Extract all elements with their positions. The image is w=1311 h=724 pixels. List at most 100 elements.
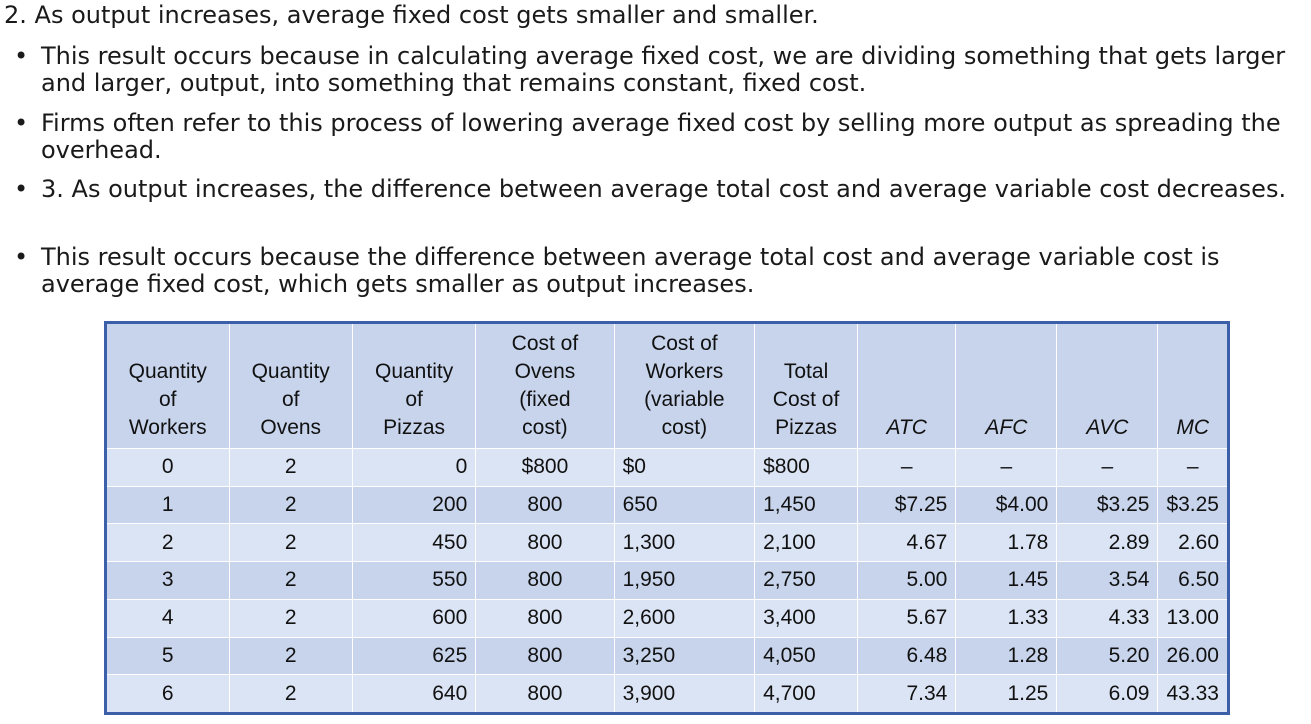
column-header-line: AVC <box>1086 416 1129 439</box>
table-cell-avc: 5.20 <box>1056 636 1159 675</box>
column-header-line: Cost of <box>511 332 579 355</box>
column-header-quantity-of-workers: Quantity of Workers <box>107 324 230 449</box>
column-header-line: cost) <box>522 416 568 439</box>
bullet-text: This result occurs because in calculatin… <box>41 42 1286 97</box>
table-cell-total-cost-of-pizzas: 3,400 <box>754 598 859 638</box>
column-header-line: of <box>159 388 177 411</box>
table-cell-total-cost-of-pizzas: 1,450 <box>754 485 859 524</box>
column-header-line: AFC <box>985 416 1028 439</box>
table-cell-avc: – <box>1056 448 1159 487</box>
table-cell-avc: 2.89 <box>1056 523 1159 562</box>
table-row: 3 2 550 800 1,950 2,750 5.00 1.45 3.54 6.50 <box>107 561 1227 600</box>
point-2-heading: 2. As output increases, average fixed co… <box>4 1 819 29</box>
column-header-line: MC <box>1176 416 1210 439</box>
table-cell-quantity-of-ovens: 2 <box>229 636 353 675</box>
column-header-total-cost-of-pizzas: Total Cost of Pizzas <box>754 324 859 449</box>
table-row: 5 2 625 800 3,250 4,050 6.48 1.28 5.20 26.00 <box>107 636 1227 675</box>
table-cell-quantity-of-workers: 1 <box>107 485 230 524</box>
table-cell-quantity-of-ovens: 2 <box>229 523 353 562</box>
table-row: 6 2 640 800 3,900 4,700 7.34 1.25 6.09 43.33 <box>107 674 1227 712</box>
column-header-line: of <box>405 388 423 411</box>
table-cell-cost-of-workers: 3,900 <box>614 674 756 712</box>
table-row: 4 2 600 800 2,600 3,400 5.67 1.33 4.33 13.00 <box>107 598 1227 638</box>
table-cell-mc: 43.33 <box>1157 674 1227 712</box>
table-cell-total-cost-of-pizzas: 4,050 <box>754 636 859 675</box>
table-cell-mc: 26.00 <box>1157 636 1227 675</box>
table-cell-afc: 1.28 <box>955 636 1058 675</box>
cost-table: Quantity of Workers Quantity of Ovens Quantity… <box>104 321 1230 715</box>
table-cell-afc: 1.33 <box>955 598 1058 638</box>
table-header-row: Quantity of Workers Quantity of Ovens Quantity… <box>107 324 1227 449</box>
table-cell-cost-of-ovens: 800 <box>475 523 615 562</box>
table-cell-atc: $7.25 <box>857 485 957 524</box>
column-header-line: ATC <box>886 416 927 439</box>
table-cell-total-cost-of-pizzas: 2,100 <box>754 523 859 562</box>
table-cell-cost-of-workers: 2,600 <box>614 598 756 638</box>
table-cell-quantity-of-workers: 2 <box>107 523 230 562</box>
table-cell-quantity-of-workers: 3 <box>107 561 230 600</box>
table-cell-atc: 4.67 <box>857 523 957 562</box>
table-cell-afc: $4.00 <box>955 485 1058 524</box>
table-row: 2 2 450 800 1,300 2,100 4.67 1.78 2.89 2.60 <box>107 523 1227 562</box>
table-cell-quantity-of-pizzas: 200 <box>352 485 477 524</box>
table-cell-total-cost-of-pizzas: $800 <box>754 448 859 487</box>
table-cell-cost-of-workers: 650 <box>614 485 756 524</box>
table-cell-quantity-of-pizzas: 625 <box>352 636 477 675</box>
table-cell-avc: 3.54 <box>1056 561 1159 600</box>
bullet-icon: • <box>14 109 29 137</box>
table-cell-afc: 1.45 <box>955 561 1058 600</box>
table-cell-avc: 6.09 <box>1056 674 1159 712</box>
column-header-afc: AFC <box>955 324 1058 449</box>
table-cell-quantity-of-pizzas: 600 <box>352 598 477 638</box>
table-cell-quantity-of-ovens: 2 <box>229 448 353 487</box>
table-cell-atc: 7.34 <box>857 674 957 712</box>
table-cell-mc: $3.25 <box>1157 485 1227 524</box>
table-cell-quantity-of-workers: 6 <box>107 674 230 712</box>
column-header-line: Cost of <box>651 332 718 355</box>
table-cell-cost-of-ovens: 800 <box>475 598 615 638</box>
table-cell-atc: 6.48 <box>857 636 957 675</box>
column-header-cost-of-workers: Cost of Workers (variable cost) <box>614 324 756 449</box>
table-cell-atc: 5.00 <box>857 561 957 600</box>
bullet-icon: • <box>14 243 29 271</box>
table-cell-mc: 6.50 <box>1157 561 1227 600</box>
table-cell-cost-of-workers: 1,300 <box>614 523 756 562</box>
column-header-line: of <box>281 388 300 411</box>
column-header-mc: MC <box>1157 324 1227 449</box>
column-header-line: (variable <box>644 388 725 411</box>
table-cell-quantity-of-pizzas: 450 <box>352 523 477 562</box>
column-header-line: Cost of <box>772 388 840 411</box>
table-cell-cost-of-ovens: 800 <box>475 674 615 712</box>
table-cell-atc: 5.67 <box>857 598 957 638</box>
table-cell-afc: – <box>955 448 1058 487</box>
table-cell-mc: – <box>1157 448 1227 487</box>
column-header-quantity-of-pizzas: Quantity of Pizzas <box>352 324 477 449</box>
bullet-text: This result occurs because the differenc… <box>41 243 1220 298</box>
table-cell-afc: 1.78 <box>955 523 1058 562</box>
table-cell-cost-of-ovens: 800 <box>475 561 615 600</box>
column-header-cost-of-ovens: Cost of Ovens (fixed cost) <box>475 324 615 449</box>
table-cell-total-cost-of-pizzas: 2,750 <box>754 561 859 600</box>
column-header-line: Ovens <box>514 360 576 383</box>
column-header-line: Total <box>783 360 829 383</box>
table-row: 0 2 0 $800 $0 $800– – – – <box>107 448 1227 487</box>
column-header-line: Workers <box>645 360 724 383</box>
table-cell-quantity-of-ovens: 2 <box>229 485 353 524</box>
column-header-line: cost) <box>661 416 708 439</box>
column-header-line: Pizzas <box>775 416 837 439</box>
table-cell-avc: $3.25 <box>1056 485 1159 524</box>
table-cell-quantity-of-pizzas: 640 <box>352 674 477 712</box>
table-cell-atc: – <box>857 448 957 487</box>
column-header-quantity-of-ovens: Quantity of Ovens <box>229 324 353 449</box>
table-cell-cost-of-ovens: 800 <box>475 636 615 675</box>
column-header-line: Quantity <box>128 360 207 383</box>
column-header-line: Quantity <box>251 360 330 383</box>
bullet-icon: • <box>14 175 29 203</box>
table-cell-quantity-of-pizzas: 550 <box>352 561 477 600</box>
table-cell-avc: 4.33 <box>1056 598 1159 638</box>
table-cell-quantity-of-workers: 0 <box>107 448 230 487</box>
table-cell-quantity-of-ovens: 2 <box>229 561 353 600</box>
column-header-avc: AVC <box>1056 324 1159 449</box>
column-header-line: Pizzas <box>383 416 446 439</box>
table-cell-mc: 2.60 <box>1157 523 1227 562</box>
